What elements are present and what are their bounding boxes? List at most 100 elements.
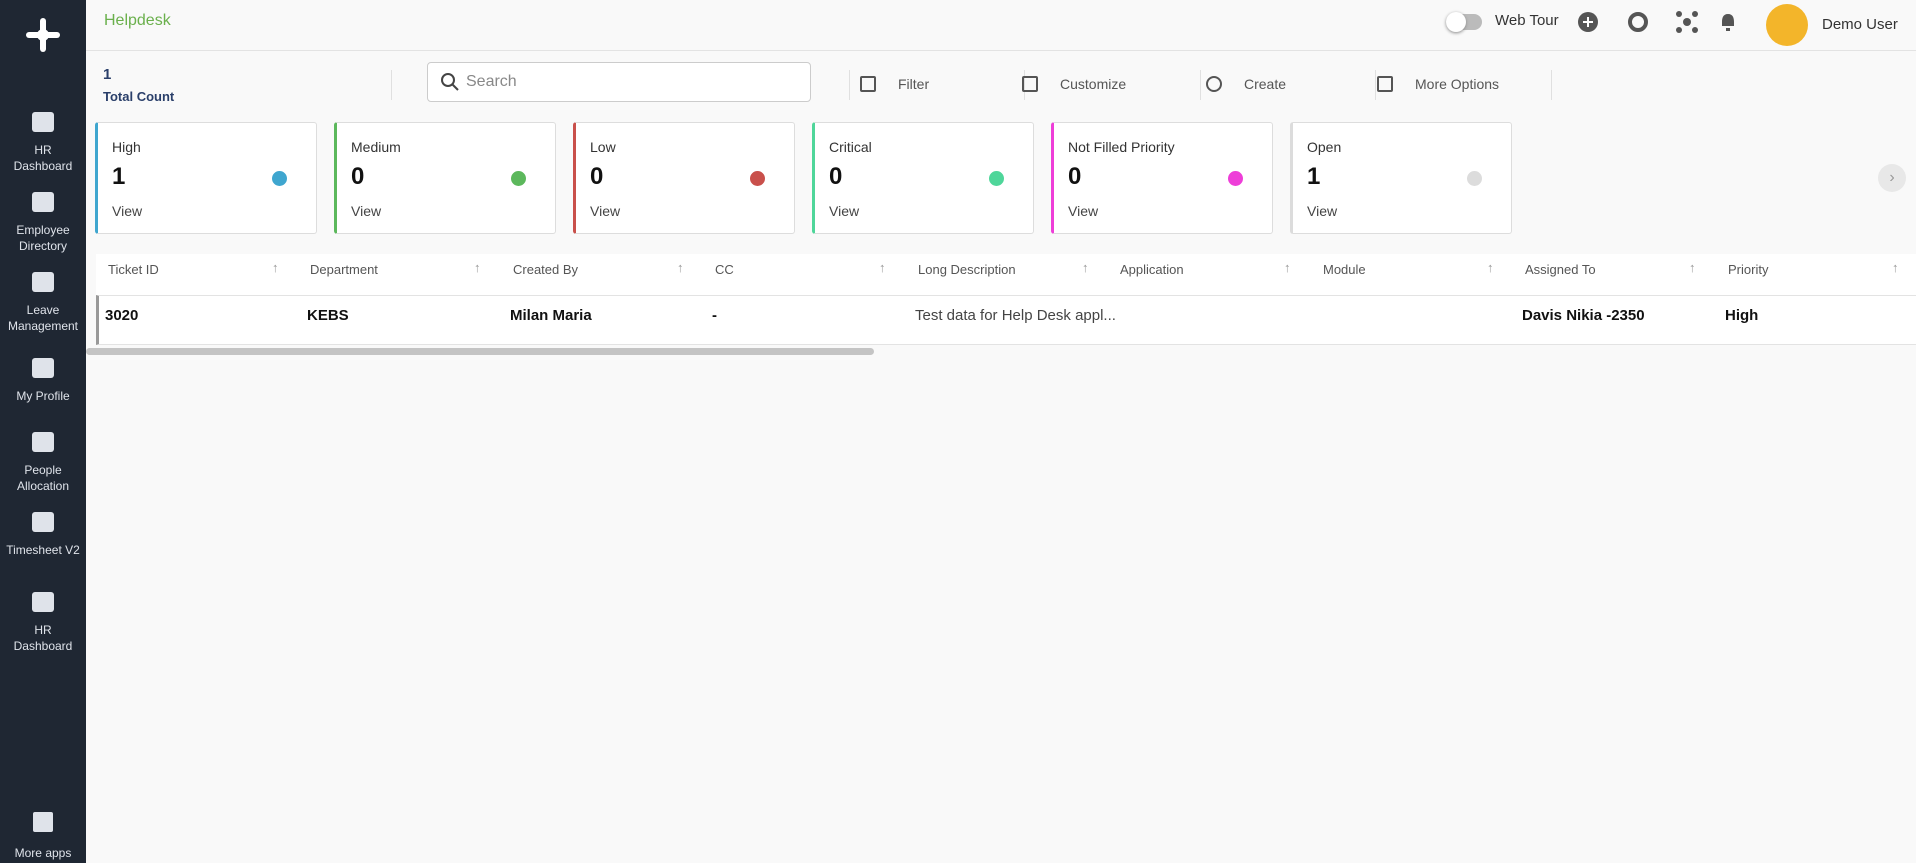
sort-icon: ↑ (1284, 260, 1291, 275)
side-item-label[interactable]: Employee Directory (16, 223, 70, 253)
app-title: Helpdesk (104, 12, 171, 29)
column-header[interactable]: Long Description (918, 262, 1016, 277)
table-row[interactable] (96, 295, 1916, 345)
settings-icon[interactable] (1628, 12, 1648, 32)
web-tour[interactable]: Web Tour (1495, 12, 1559, 29)
column-header[interactable]: Application (1120, 262, 1184, 277)
search-icon (441, 73, 459, 91)
divider (849, 70, 850, 100)
sort-icon: ↑ (1487, 260, 1494, 275)
side-item-label[interactable]: People Allocation (16, 463, 70, 493)
priority-card[interactable]: Not Filled Priority 0 View (1051, 122, 1273, 234)
side-icon[interactable] (32, 358, 54, 378)
card-count: 1 (1307, 163, 1321, 190)
side-item-label[interactable]: HR Dashboard (13, 623, 73, 653)
side-icon[interactable] (32, 112, 54, 132)
side-item-label[interactable]: My Profile (16, 389, 70, 403)
action-icon[interactable] (860, 76, 876, 92)
card-link[interactable]: View (351, 203, 382, 219)
action-label[interactable]: Create (1244, 76, 1287, 92)
card-dot (1467, 171, 1482, 186)
table-cell: High (1725, 307, 1759, 324)
side-icon[interactable] (32, 192, 54, 212)
card-link[interactable]: View (112, 203, 143, 219)
sort-icon: ↑ (1689, 260, 1696, 275)
sort-icon: ↑ (272, 260, 279, 275)
sort-icon: ↑ (677, 260, 684, 275)
card-count: 0 (1068, 163, 1082, 190)
priority-card[interactable]: Critical 0 View (812, 122, 1034, 234)
side-item-label[interactable]: Timesheet V2 (6, 543, 80, 557)
header-icons (1578, 11, 1734, 33)
column-header[interactable]: Module (1323, 262, 1366, 277)
bell-icon[interactable] (1722, 14, 1734, 31)
action-icon[interactable] (1377, 76, 1393, 92)
table-cell: Davis Nikia -2350 (1522, 307, 1645, 324)
avatar[interactable] (1766, 4, 1808, 46)
table-cell: KEBS (307, 307, 349, 324)
card-dot (989, 171, 1004, 186)
priority-card[interactable]: Medium 0 View (334, 122, 556, 234)
column-header[interactable]: Created By (513, 262, 579, 277)
side-icon[interactable] (32, 592, 54, 612)
column-header[interactable]: Priority (1728, 262, 1769, 277)
more-apps[interactable]: More apps (14, 846, 72, 860)
scroll-right[interactable]: › (1878, 164, 1906, 192)
side-icon[interactable] (33, 812, 53, 832)
sidebar: HR Dashboard Employee Directory Leave Mana… (0, 0, 86, 863)
table-cell: Test data for Help Desk appl... (915, 307, 1116, 324)
logo (26, 18, 60, 52)
divider (1024, 70, 1025, 100)
column-header[interactable]: Assigned To (1525, 262, 1596, 277)
search-box[interactable]: Search (427, 62, 811, 102)
network-icon[interactable] (1676, 11, 1698, 33)
table-cell: Milan Maria (510, 307, 592, 324)
card-dot (1228, 171, 1243, 186)
toggle[interactable] (1446, 12, 1482, 32)
action-icon[interactable] (1022, 76, 1038, 92)
card-label: Critical (829, 139, 872, 155)
card-label: Not Filled Priority (1068, 139, 1175, 155)
total-count: 1 (103, 66, 112, 83)
card-link[interactable]: View (1307, 203, 1338, 219)
card-count: 0 (590, 163, 604, 190)
card-count: 0 (351, 163, 365, 190)
priority-card[interactable]: High 1 View (95, 122, 317, 234)
divider (391, 70, 392, 100)
side-item-label[interactable]: Leave Management (7, 303, 79, 333)
column-header[interactable]: Department (310, 262, 378, 277)
side-icon[interactable] (32, 432, 54, 452)
column-header[interactable]: CC (715, 262, 734, 277)
card-label: Medium (351, 139, 401, 155)
priority-card[interactable]: Low 0 View (573, 122, 795, 234)
table-cell: 3020 (105, 307, 139, 324)
table-cell: - (712, 307, 717, 324)
total-count-label: Total Count (103, 89, 175, 104)
sort-icon: ↑ (1892, 260, 1899, 275)
action-label[interactable]: Filter (898, 76, 930, 92)
card-link[interactable]: View (590, 203, 621, 219)
column-header[interactable]: Ticket ID (108, 262, 159, 277)
user-name[interactable]: Demo User (1822, 16, 1898, 33)
card-link[interactable]: View (1068, 203, 1099, 219)
card-link[interactable]: View (829, 203, 860, 219)
divider (1375, 70, 1376, 100)
side-icon[interactable] (32, 512, 54, 532)
side-item-label[interactable]: HR Dashboard (13, 143, 73, 173)
action-icon[interactable] (1206, 76, 1222, 92)
action-label[interactable]: More Options (1415, 76, 1500, 92)
scrollbar[interactable] (86, 348, 874, 355)
divider (1200, 70, 1201, 100)
divider (1551, 70, 1552, 100)
sort-icon: ↑ (1082, 260, 1089, 275)
card-count: 0 (829, 163, 843, 190)
priority-card[interactable]: Open 1 View (1290, 122, 1512, 234)
card-label: High (112, 139, 141, 155)
action-label[interactable]: Customize (1060, 76, 1127, 92)
side-icon[interactable] (32, 272, 54, 292)
sort-icon: ↑ (879, 260, 886, 275)
header: Helpdesk Web Tour Demo User (86, 0, 1916, 51)
sort-icon: ↑ (474, 260, 481, 275)
card-dot (511, 171, 526, 186)
